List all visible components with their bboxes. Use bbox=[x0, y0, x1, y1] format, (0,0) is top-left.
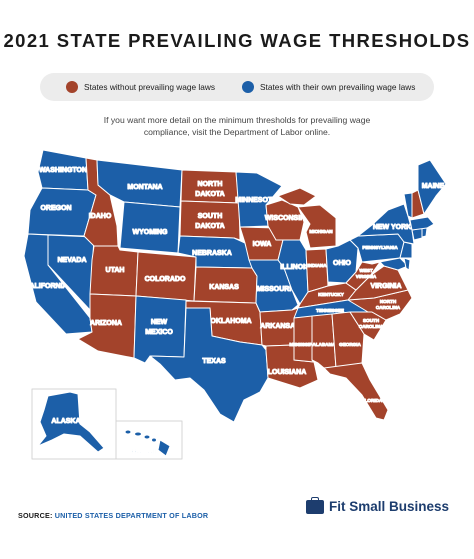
state-tx: TEXAS bbox=[149, 307, 269, 423]
svg-text:NEW YORK: NEW YORK bbox=[373, 224, 411, 231]
svg-text:NORTH: NORTH bbox=[380, 299, 397, 304]
svg-text:MISSOURI: MISSOURI bbox=[257, 286, 292, 293]
info-note: If you want more detail on the minimum t… bbox=[103, 115, 371, 137]
svg-text:FLORIDA: FLORIDA bbox=[362, 398, 383, 403]
svg-text:GEORGIA: GEORGIA bbox=[339, 342, 361, 347]
state-oh: OHIO bbox=[325, 239, 359, 284]
svg-text:VIRGINIA: VIRGINIA bbox=[370, 283, 401, 290]
hawaii-inset-frame bbox=[115, 420, 183, 460]
state-ut: UTAH bbox=[89, 245, 139, 297]
svg-text:SOUTH: SOUTH bbox=[363, 318, 380, 323]
state-wi: WISCONSIN bbox=[264, 199, 306, 241]
svg-text:UTAH: UTAH bbox=[106, 267, 125, 274]
svg-text:PENNSYLVANIA: PENNSYLVANIA bbox=[362, 245, 398, 250]
svg-text:WEST: WEST bbox=[359, 268, 372, 273]
state-hi: HAWAII bbox=[124, 429, 171, 457]
page-title: 2021 STATE PREVAILING WAGE THRESHOLDS bbox=[3, 30, 471, 51]
svg-text:COLORADO: COLORADO bbox=[145, 276, 186, 283]
legend-label-with: States with their own prevailing wage la… bbox=[260, 82, 416, 92]
svg-text:ALABAMA: ALABAMA bbox=[312, 342, 336, 347]
svg-text:MAINE: MAINE bbox=[422, 183, 445, 190]
svg-text:ILLINOIS: ILLINOIS bbox=[280, 264, 310, 271]
state-ak: ALASKA bbox=[37, 391, 105, 453]
svg-text:ALASKA: ALASKA bbox=[51, 418, 80, 425]
state-mi: MICHIGAN bbox=[277, 187, 337, 249]
svg-text:NEW: NEW bbox=[151, 319, 168, 326]
svg-text:OREGON: OREGON bbox=[40, 205, 71, 212]
briefcase-icon bbox=[306, 496, 324, 514]
state-nd: NORTH DAKOTA bbox=[180, 169, 240, 204]
svg-text:CAROLINA: CAROLINA bbox=[376, 305, 401, 310]
state-de bbox=[403, 257, 411, 271]
state-sd: SOUTH DAKOTA bbox=[179, 200, 241, 241]
svg-text:NEVADA: NEVADA bbox=[57, 257, 86, 264]
svg-text:WYOMING: WYOMING bbox=[133, 229, 169, 236]
brand-name: Fit Small Business bbox=[329, 499, 450, 514]
legend-item-without: States without prevailing wage laws bbox=[66, 73, 215, 101]
svg-text:DAKOTA: DAKOTA bbox=[195, 191, 224, 198]
state-ms: MISSISSIPPI bbox=[289, 315, 317, 363]
legend: States without prevailing wage laws Stat… bbox=[40, 73, 434, 101]
state-in: INDIANA bbox=[305, 248, 329, 293]
svg-text:OKLAHOMA: OKLAHOMA bbox=[210, 318, 251, 325]
legend-label-without: States without prevailing wage laws bbox=[84, 82, 215, 92]
svg-text:OHIO: OHIO bbox=[333, 260, 351, 267]
state-ny: NEW YORK bbox=[357, 203, 415, 245]
state-nm: NEW MEXICO bbox=[133, 295, 187, 364]
brand-logo: Fit Small Business bbox=[306, 496, 450, 514]
svg-text:NORTH: NORTH bbox=[198, 181, 223, 188]
svg-text:ARIZONA: ARIZONA bbox=[90, 320, 122, 327]
svg-text:MINNESOTA: MINNESOTA bbox=[235, 197, 276, 204]
state-me: MAINE bbox=[417, 159, 447, 215]
svg-text:WISCONSIN: WISCONSIN bbox=[265, 215, 305, 222]
svg-text:MONTANA: MONTANA bbox=[127, 184, 162, 191]
svg-text:TENNESSEE: TENNESSEE bbox=[316, 308, 344, 313]
state-md bbox=[379, 257, 409, 271]
state-fl: FLORIDA bbox=[323, 362, 389, 421]
source-label: SOURCE: bbox=[18, 511, 53, 520]
state-ri bbox=[421, 227, 428, 238]
svg-text:HAWAII: HAWAII bbox=[132, 449, 157, 456]
svg-text:CAROLINA: CAROLINA bbox=[359, 324, 384, 329]
svg-text:IOWA: IOWA bbox=[253, 241, 272, 248]
source-credit: SOURCE: UNITED STATES DEPARTMENT OF LABO… bbox=[18, 511, 208, 520]
svg-text:MICHIGAN: MICHIGAN bbox=[309, 229, 333, 234]
svg-text:IDAHO: IDAHO bbox=[89, 213, 112, 220]
state-wa: WASHINGTON bbox=[37, 149, 89, 191]
svg-text:SOUTH: SOUTH bbox=[198, 213, 223, 220]
svg-text:INDIANA: INDIANA bbox=[307, 263, 327, 268]
svg-text:MISSISSIPPI: MISSISSIPPI bbox=[289, 342, 316, 347]
svg-text:ARKANSAS: ARKANSAS bbox=[260, 323, 300, 330]
svg-text:WASHINGTON: WASHINGTON bbox=[39, 167, 87, 174]
svg-text:VIRGINIA: VIRGINIA bbox=[356, 274, 377, 279]
state-pa: PENNSYLVANIA bbox=[349, 233, 405, 263]
svg-text:KANSAS: KANSAS bbox=[209, 284, 239, 291]
svg-text:KENTUCKY: KENTUCKY bbox=[318, 292, 344, 297]
svg-text:CALIFORNIA: CALIFORNIA bbox=[24, 283, 67, 290]
svg-text:NEBRASKA: NEBRASKA bbox=[192, 250, 232, 257]
state-ga: GEORGIA bbox=[331, 311, 365, 369]
state-ks: KANSAS bbox=[193, 266, 258, 304]
state-ma bbox=[409, 216, 435, 231]
legend-item-with: States with their own prevailing wage la… bbox=[242, 73, 415, 101]
svg-text:MEXICO: MEXICO bbox=[145, 329, 173, 336]
state-co: COLORADO bbox=[135, 251, 197, 302]
svg-text:LOUISIANA: LOUISIANA bbox=[268, 369, 307, 376]
source-value: UNITED STATES DEPARTMENT OF LABOR bbox=[54, 511, 209, 520]
state-wy: WYOMING bbox=[119, 201, 181, 254]
svg-text:DAKOTA: DAKOTA bbox=[195, 223, 224, 230]
legend-swatch-without bbox=[66, 81, 78, 93]
svg-text:TEXAS: TEXAS bbox=[202, 358, 226, 365]
state-il: ILLINOIS bbox=[275, 239, 311, 305]
legend-swatch-with bbox=[242, 81, 254, 93]
